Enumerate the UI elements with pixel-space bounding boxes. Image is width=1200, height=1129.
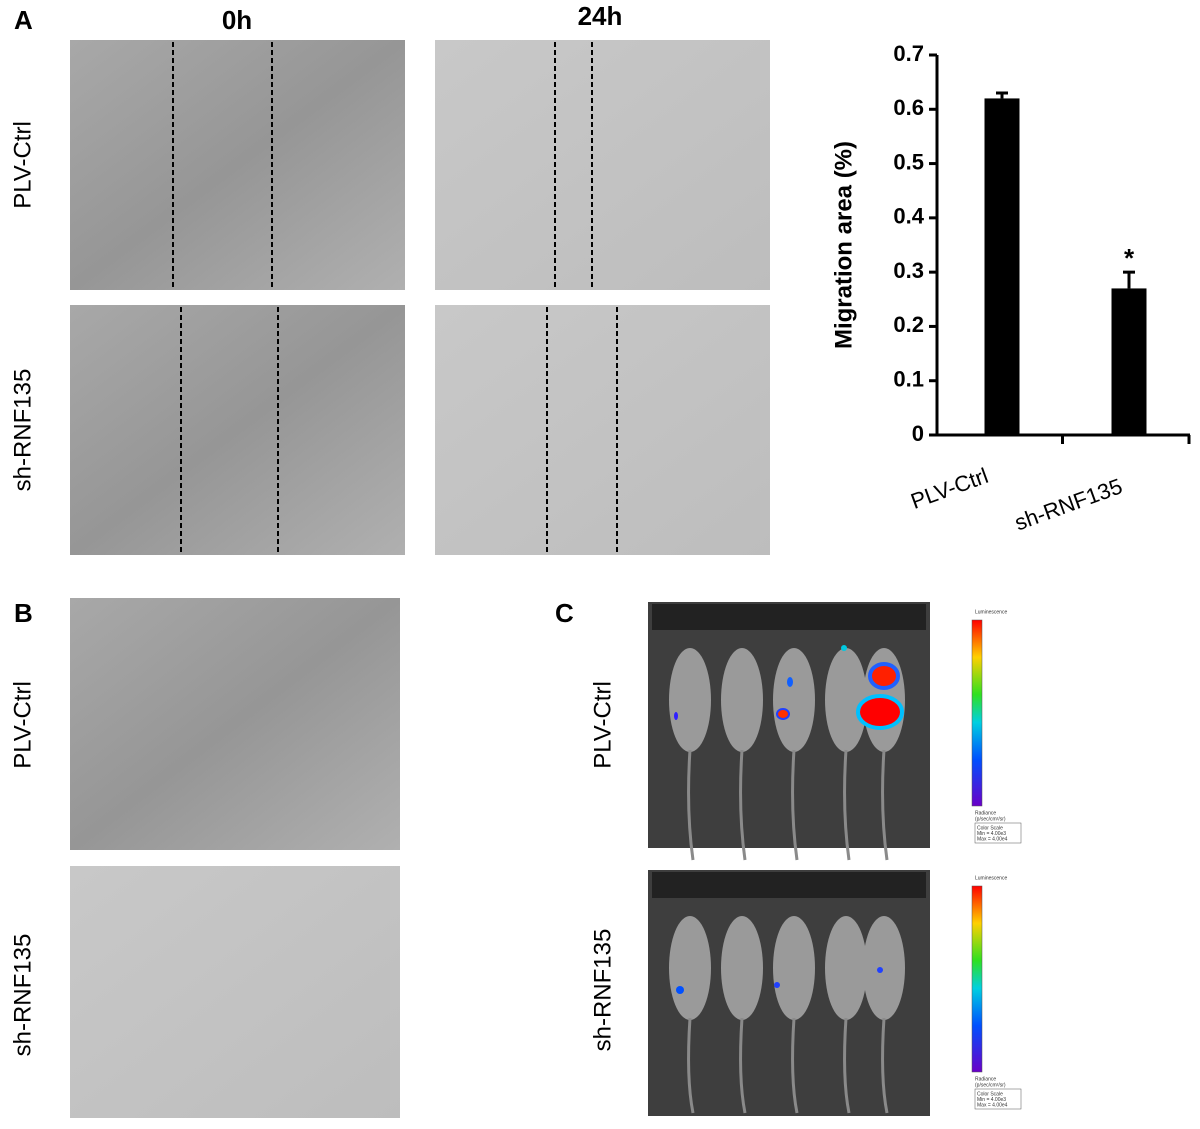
panel-label: C xyxy=(555,598,574,628)
y-tick-label: 0.5 xyxy=(893,149,924,174)
micrograph xyxy=(70,598,400,850)
mouse-tail xyxy=(881,749,889,861)
mouse-body xyxy=(825,648,867,752)
signals xyxy=(674,645,904,994)
mouse-body xyxy=(669,648,711,752)
x-tick-label: PLV-Ctrl xyxy=(907,463,991,514)
panel-label: A xyxy=(14,5,33,35)
scale-unit: Radiance xyxy=(975,810,996,816)
micrograph xyxy=(70,305,405,555)
mouse-body xyxy=(669,916,711,1020)
significance: * xyxy=(1124,243,1135,273)
mouse-body xyxy=(863,916,905,1020)
mouse-body xyxy=(721,916,763,1020)
y-tick-label: 0.1 xyxy=(893,367,924,392)
row-label: PLV-Ctrl xyxy=(589,681,616,769)
micrograph xyxy=(435,40,770,290)
column-label: 0h xyxy=(222,5,252,35)
mouse-tail xyxy=(843,749,851,861)
scale-bar xyxy=(971,885,983,1073)
bar xyxy=(1111,288,1147,435)
mouse-tail xyxy=(739,1017,747,1114)
micrograph xyxy=(435,305,770,555)
mouse-tail xyxy=(791,1017,799,1114)
scale-box-text: Color Scale xyxy=(977,825,1003,831)
y-tick-label: 0.7 xyxy=(893,41,924,66)
row-label: sh-RNF135 xyxy=(9,369,36,492)
mouse-tail xyxy=(881,1017,889,1114)
mouse-tail xyxy=(843,1017,851,1114)
scale-box-text: Max = 4.00e4 xyxy=(977,836,1008,842)
y-tick-label: 0.4 xyxy=(893,204,924,229)
mouse-body xyxy=(721,648,763,752)
y-tick-label: 0.6 xyxy=(893,95,924,120)
row-label: PLV-Ctrl xyxy=(9,121,36,209)
y-axis-label: Migration area (%) xyxy=(830,141,857,349)
scale-box-text: Color Scale xyxy=(977,1091,1003,1097)
mouse-body xyxy=(825,916,867,1020)
scale-box xyxy=(974,1088,1022,1110)
row-label: PLV-Ctrl xyxy=(9,681,36,769)
scale-title: Luminescence xyxy=(975,875,1007,881)
holder xyxy=(652,872,926,898)
row-label: sh-RNF135 xyxy=(9,934,36,1057)
row-label: sh-RNF135 xyxy=(589,929,616,1052)
color-scales: LuminescenceRadiance(p/sec/cm²/sr)Color … xyxy=(971,609,1022,1110)
micrograph xyxy=(70,40,405,290)
scale-unit: (p/sec/cm²/sr) xyxy=(975,816,1006,822)
y-tick-label: 0.2 xyxy=(893,312,924,337)
scale-box-text: Min = 4.00e3 xyxy=(977,831,1006,837)
x-tick-label: sh-RNF135 xyxy=(1011,473,1125,535)
scale-unit: Radiance xyxy=(975,1076,996,1082)
mouse-tail xyxy=(739,749,747,861)
mouse-tail xyxy=(687,749,695,861)
mouse-body xyxy=(773,648,815,752)
scale-box-text: Min = 4.00e3 xyxy=(977,1097,1006,1103)
scale-title: Luminescence xyxy=(975,609,1007,615)
micrographs-a xyxy=(70,40,770,555)
bar-chart: Migration area (%) 0 0.1 0.2 0.3 0.4 0.5 0.6 0.… xyxy=(830,41,1191,535)
mouse-body xyxy=(773,916,815,1020)
panel-label: B xyxy=(14,598,33,628)
mouse-tail xyxy=(791,749,799,861)
holder xyxy=(652,604,926,630)
scale-unit: (p/sec/cm²/sr) xyxy=(975,1082,1006,1088)
y-tick-label: 0 xyxy=(912,421,924,446)
micrograph xyxy=(70,866,400,1118)
mouse-tail xyxy=(687,1017,695,1114)
bar xyxy=(984,98,1020,435)
scale-box xyxy=(974,822,1022,844)
y-tick-label: 0.3 xyxy=(893,258,924,283)
scale-box-text: Max = 4.00e4 xyxy=(977,1102,1008,1108)
column-label: 24h xyxy=(578,1,623,31)
scale-bar xyxy=(971,619,983,807)
